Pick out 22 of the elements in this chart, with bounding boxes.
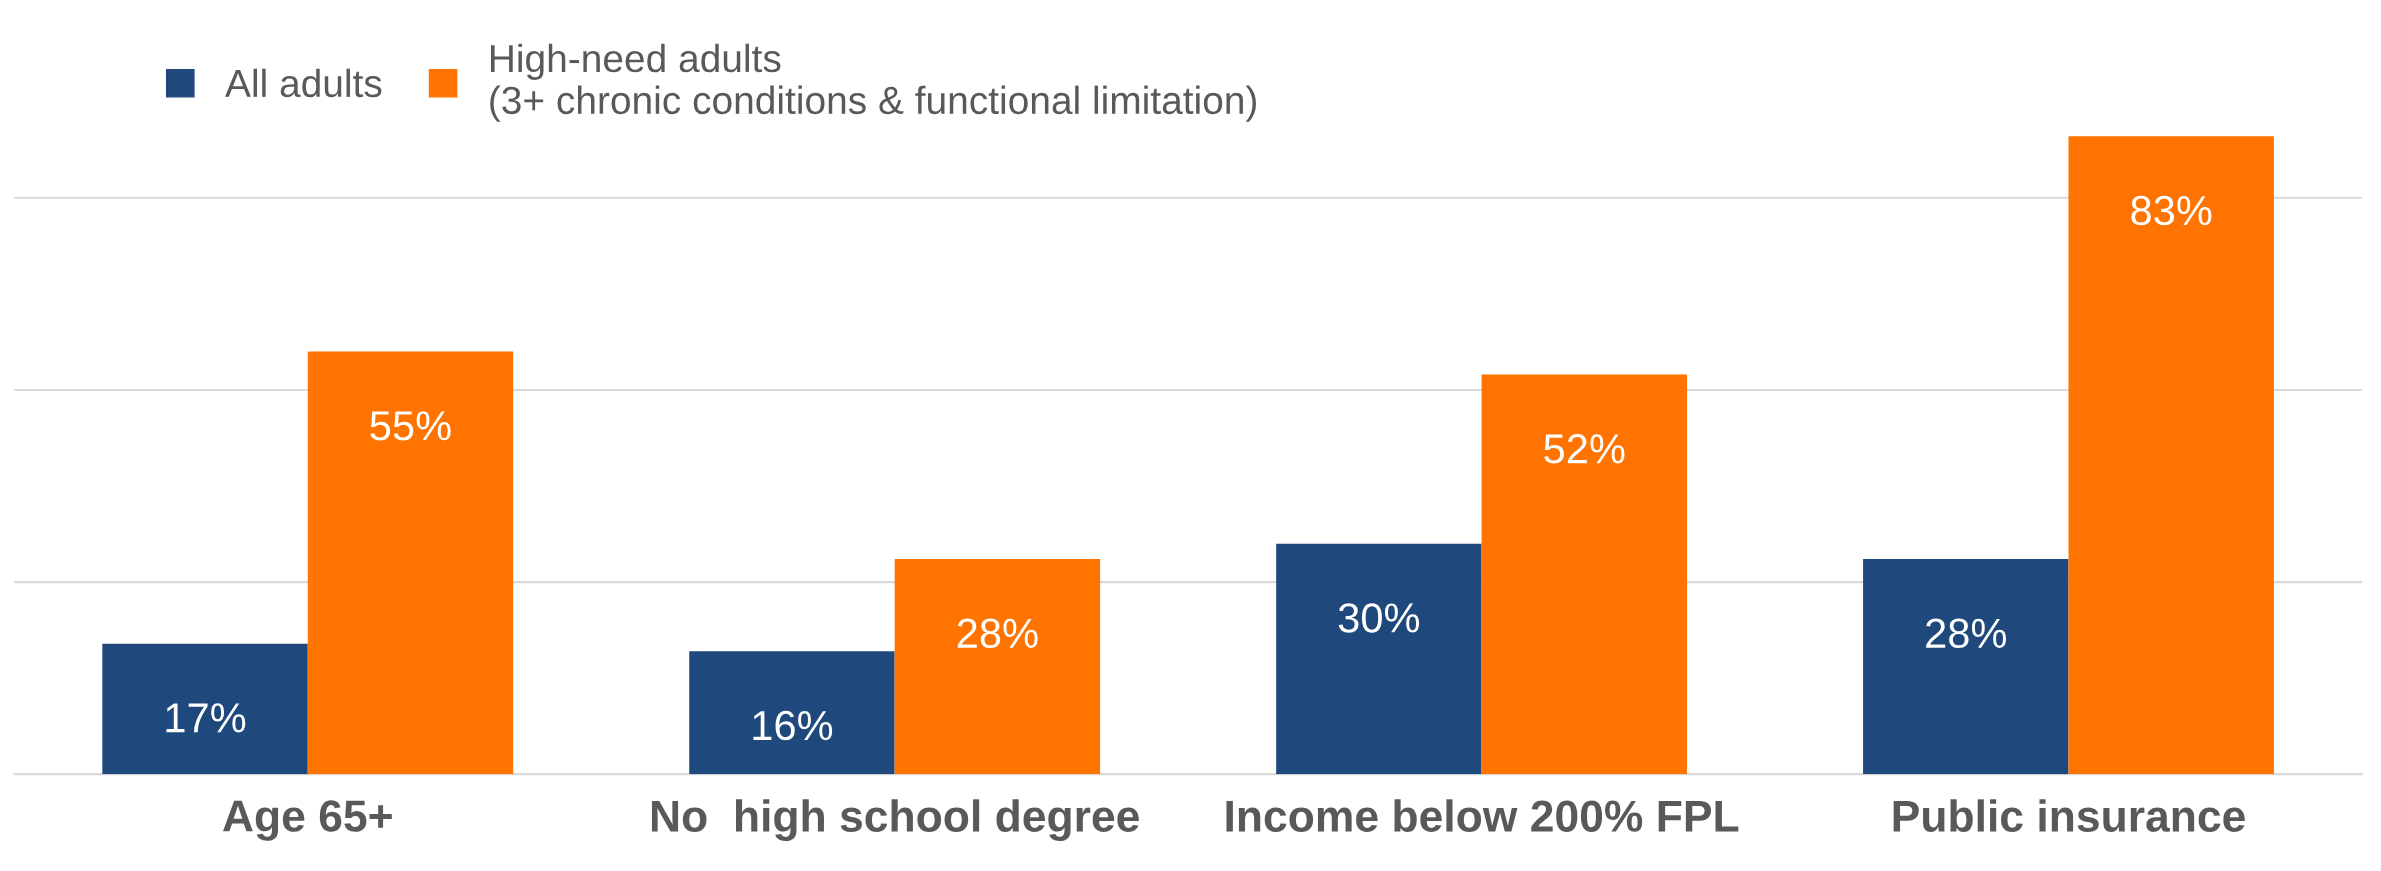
- bar: [689, 651, 895, 775]
- bar: [1276, 543, 1482, 775]
- x-tick-label: Age 65+: [223, 800, 392, 841]
- legend-label: High-need adults (3+ chronic conditions & functional limitation): [490, 43, 1256, 122]
- bar: [102, 643, 308, 775]
- bar: [1863, 559, 2069, 775]
- bar: [1481, 374, 1687, 775]
- data-label: 28%: [1926, 618, 2006, 649]
- x-tick-label: Income below 200% FPL: [1226, 799, 1739, 832]
- data-label: 16%: [753, 710, 833, 741]
- x-tick-label: No high school degree: [651, 799, 1139, 841]
- bar: [894, 559, 1101, 775]
- x-tick-label: Public insurance: [1893, 799, 2245, 832]
- data-label: 17%: [166, 703, 246, 733]
- data-label: 83%: [2131, 195, 2212, 226]
- data-label: 28%: [957, 618, 1038, 649]
- data-label: 55%: [370, 411, 451, 441]
- data-label: 30%: [1338, 603, 1420, 633]
- bar: [2068, 136, 2274, 775]
- legend-label: All adults: [225, 68, 382, 98]
- bar: [307, 351, 514, 775]
- data-label: 52%: [1544, 434, 1625, 464]
